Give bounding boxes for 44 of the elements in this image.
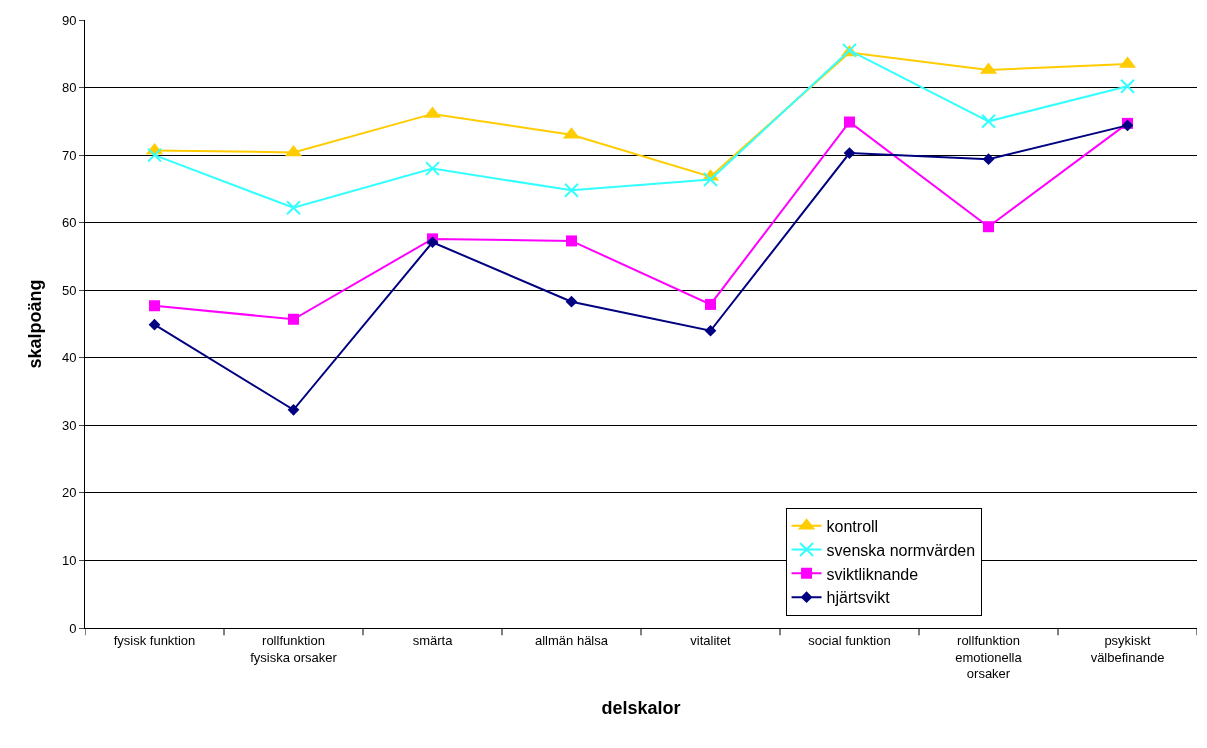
point [704, 324, 717, 337]
x-tick-label: psykiskt välbefinande [1090, 632, 1165, 665]
x-tick-label: rollfunktion emotionella orsaker [955, 632, 1023, 682]
y-tick-label: 40 [61, 350, 77, 366]
y-tick-label: 30 [61, 417, 77, 433]
point [286, 200, 301, 216]
point [983, 221, 994, 233]
legend-label: svenska normvärden [826, 541, 976, 559]
y-tick-label: 50 [61, 282, 77, 298]
point [1120, 78, 1135, 94]
y-axis-title: skalpoäng [25, 279, 46, 369]
point [705, 298, 716, 310]
x-tick-label: smärta [412, 632, 454, 648]
point [288, 313, 299, 325]
point [564, 182, 579, 198]
point [147, 147, 162, 163]
legend-label: hjärtsvikt [826, 589, 891, 607]
point [566, 235, 577, 247]
y-tick-label: 90 [61, 12, 77, 28]
point [148, 318, 161, 331]
x-axis-title: delskalor [601, 697, 681, 718]
y-tick-label: 60 [61, 215, 77, 231]
point [981, 113, 996, 129]
point [565, 295, 578, 308]
x-tick-label: fysisk funktion [113, 632, 196, 648]
y-tick-label: 70 [61, 147, 77, 163]
x-tick-label: vitalitet [690, 632, 732, 648]
point [287, 403, 300, 416]
x-tick-label: rollfunktion fysiska orsaker [250, 632, 338, 665]
point [426, 236, 439, 249]
legend-label: sviktliknande [826, 565, 919, 583]
y-tick-label: 80 [61, 80, 77, 96]
point [149, 300, 160, 312]
x-tick-label: social funktion [808, 632, 891, 648]
y-tick-label: 0 [69, 620, 77, 636]
y-tick-label: 20 [61, 485, 77, 501]
point [425, 161, 440, 177]
y-tick-label: 10 [61, 552, 77, 568]
legend-label: kontroll [826, 517, 879, 535]
x-tick-label: allmän hälsa [535, 632, 609, 648]
point [844, 116, 855, 128]
point [982, 153, 995, 166]
point [703, 171, 718, 187]
point [843, 147, 856, 159]
